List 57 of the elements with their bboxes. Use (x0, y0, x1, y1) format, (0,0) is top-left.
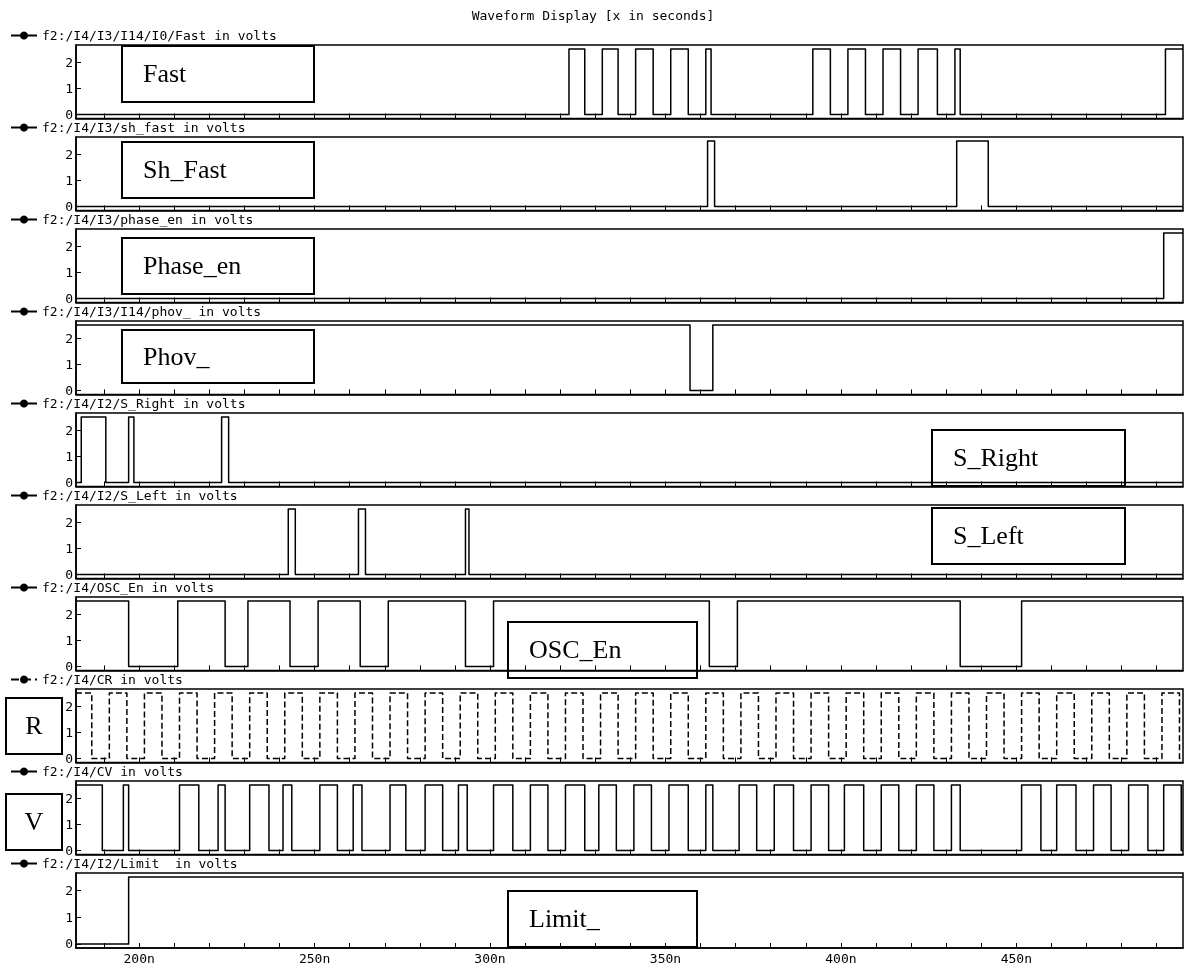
label-box: V (5, 793, 63, 851)
label-box: S_Left (931, 507, 1126, 565)
y-tick-label: 2 (65, 606, 73, 622)
label-box: OSC_En (507, 621, 698, 679)
label-box: Phase_en (121, 237, 315, 295)
y-tick-label: 2 (65, 330, 73, 346)
legend-label: f2:/I4/OSC_En in volts (42, 580, 215, 595)
label-box: Sh_Fast (121, 141, 315, 199)
y-tick-label: 1 (65, 724, 73, 740)
y-tick-label: 0 (65, 751, 73, 766)
x-tick-label: 400n (825, 951, 857, 966)
y-tick-label: 2 (65, 698, 73, 714)
x-tick-label: 300n (474, 951, 506, 966)
y-tick-label: 1 (65, 356, 73, 372)
legend-label: f2:/I4/I3/I14/phov_ in volts (42, 304, 262, 319)
y-tick-label: 1 (65, 909, 73, 925)
y-tick-label: 0 (65, 291, 73, 306)
x-tick-label: 200n (123, 951, 155, 966)
x-tick-label: 250n (298, 951, 331, 966)
y-tick-label: 0 (65, 383, 73, 398)
legend-label: f2:/I4/I3/I14/I0/Fast in volts (42, 28, 277, 43)
y-tick-label: 2 (65, 514, 73, 530)
label-box: Fast (121, 45, 315, 103)
y-tick-label: 0 (65, 659, 73, 674)
legend-label: f2:/I4/CV in volts (42, 764, 183, 779)
label-box: Limit_ (507, 890, 698, 948)
y-tick-label: 0 (65, 107, 73, 122)
y-tick-label: 0 (65, 567, 73, 582)
label-box: S_Right (931, 429, 1126, 487)
y-tick-label: 2 (65, 790, 73, 806)
legend-label: f2:/I4/I2/Limit in volts (42, 856, 238, 871)
label-box: Phov_ (121, 329, 315, 384)
y-tick-label: 1 (65, 264, 73, 280)
y-tick-label: 1 (65, 448, 73, 464)
legend-label: f2:/I4/I2/S_Left in volts (42, 488, 238, 503)
y-tick-label: 1 (65, 172, 73, 188)
y-tick-label: 1 (65, 540, 73, 556)
y-tick-label: 2 (65, 422, 73, 438)
y-tick-label: 0 (65, 843, 73, 858)
y-tick-label: 1 (65, 80, 73, 96)
legend-label: f2:/I4/I2/S_Right in volts (42, 396, 246, 411)
y-tick-label: 0 (65, 936, 73, 952)
chart-title: Waveform Display [x in seconds] (471, 8, 715, 23)
y-tick-label: 2 (65, 238, 73, 254)
y-tick-label: 0 (65, 199, 73, 214)
y-tick-label: 2 (65, 146, 73, 162)
y-tick-label: 1 (65, 816, 73, 832)
legend-label: f2:/I4/I3/sh_fast in volts (42, 120, 246, 135)
y-tick-label: 2 (65, 882, 73, 898)
x-tick-label: 350n (649, 951, 682, 966)
legend-label: f2:/I4/CR in volts (42, 672, 183, 687)
y-tick-label: 1 (65, 632, 73, 648)
x-tick-label: 450n (1000, 951, 1032, 966)
y-tick-label: 2 (65, 54, 73, 70)
legend-label: f2:/I4/I3/phase_en in volts (42, 212, 254, 227)
label-box: R (5, 697, 63, 755)
y-tick-label: 0 (65, 475, 73, 490)
